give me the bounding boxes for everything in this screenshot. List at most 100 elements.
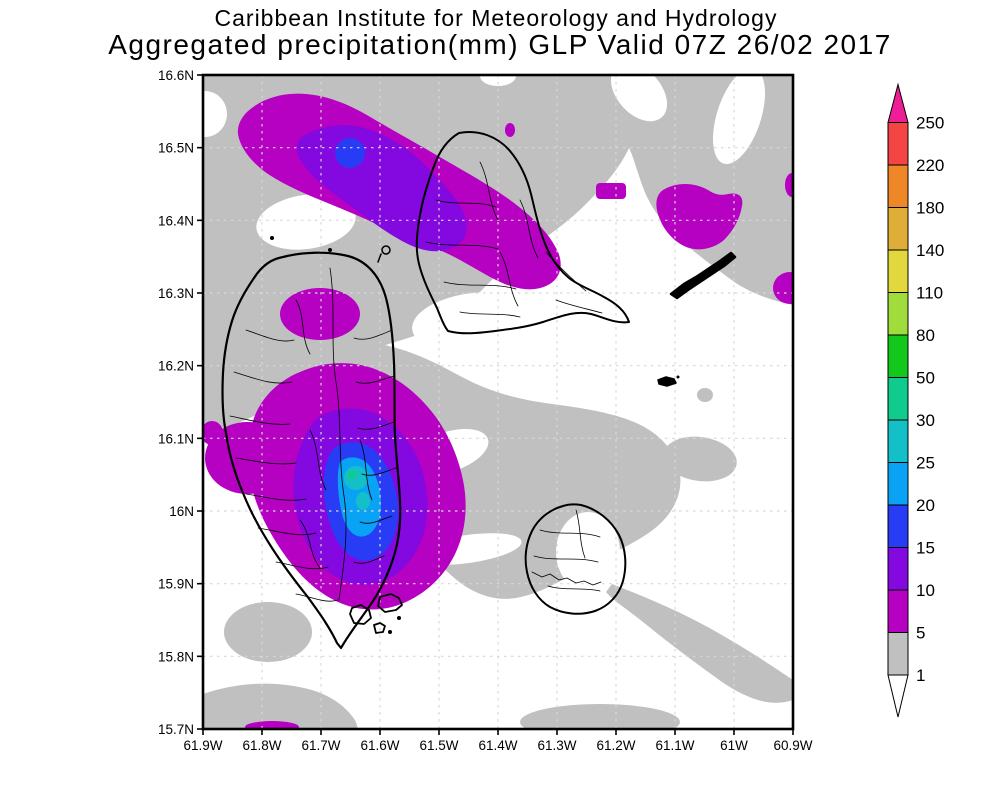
colorbar-legend: 250 220 180 140 110 80 50 30 25 20 15 10 5 1 [887, 82, 944, 718]
gray-field-region [697, 388, 713, 402]
south-cell-25mm-b [356, 492, 370, 510]
colorbar-boundary-label: 180 [916, 199, 944, 218]
grande-terre-watershed-line [545, 251, 587, 292]
les-saintes-islet-dot [397, 616, 401, 620]
lat-tick-label: 16N [169, 504, 194, 519]
east-cell-5mm [656, 184, 743, 250]
basse-terre-watershed-line [359, 515, 393, 524]
lat-tick-label: 16.3N [158, 286, 194, 301]
colorbar-boundary-label: 110 [916, 284, 943, 303]
petite-terre-islet-dot [676, 375, 680, 379]
lon-tick-label: 61.8W [242, 738, 281, 753]
colorbar-boundary-label: 50 [916, 369, 935, 388]
white-below-1mm-region [412, 291, 554, 357]
figure-title: Caribbean Institute for Meteorology and … [215, 5, 778, 31]
basse-terre-watershed-line [355, 375, 395, 384]
white-below-1mm-region [556, 512, 620, 592]
colorbar-under-arrow [887, 674, 909, 718]
gray-field-region [224, 602, 312, 662]
lat-tick-label: 16.1N [158, 431, 194, 446]
basse-terre-watershed-line [233, 371, 293, 384]
east-edge-sliver-5mm [785, 173, 793, 197]
basse-terre-watershed-line [295, 299, 311, 355]
south-cell-25mm [344, 466, 368, 490]
basse-terre-watershed-line [299, 519, 321, 569]
lon-tick-label: 61.2W [596, 738, 635, 753]
west-edge-5mm-patch [203, 421, 223, 445]
basse-terre-watershed-line [329, 267, 347, 601]
basse-terre-watershed-line [245, 329, 295, 342]
basse-terre-watershed-line [357, 421, 395, 430]
colorbar-boundary-label: 25 [916, 454, 935, 473]
lon-tick-label: 61.3W [537, 738, 576, 753]
marie-galante-island-outline [524, 503, 627, 615]
marie-galante-watershed-line [575, 509, 586, 559]
basse-terre-watershed-line [235, 457, 297, 465]
lat-tick-label: 16.4N [158, 213, 194, 228]
gray-field-region [606, 584, 793, 703]
white-below-1mm-region [712, 75, 766, 165]
kahouanne-islet-outline [381, 245, 391, 255]
map-frame-and-axes: 16.6N 16.5N 16.4N 16.3N 16.2N 16.1N 16N 15.9N 15… [158, 68, 813, 753]
colorbar-boundary-label: 20 [916, 496, 935, 515]
south-cell-30mm-max [347, 471, 357, 479]
grande-terre-watershed-line [435, 199, 497, 208]
colorbar-boundary-label: 10 [916, 581, 935, 600]
lat-tick-label: 15.8N [158, 649, 194, 664]
basse-terre-watershed-line [359, 439, 373, 501]
colorbar-segment [887, 504, 909, 548]
petite-terre-islet-outline [657, 376, 677, 387]
la-desirade-island-outline [669, 251, 737, 300]
colorbar-segment [887, 122, 909, 166]
lon-tick-label: 60.9W [773, 738, 812, 753]
colorbar-boundary-label: 140 [916, 241, 944, 260]
les-saintes-islet-outline [349, 604, 372, 625]
lon-tick-label: 61.7W [301, 738, 340, 753]
basse-terre-watershed-line [275, 561, 329, 570]
basse-terre-watershed-line [295, 593, 339, 602]
grande-terre-island-outline [415, 131, 630, 335]
gray-field-region [520, 704, 680, 729]
les-saintes-islet-outline [377, 593, 403, 613]
south-edge-sliver-5mm [245, 721, 299, 729]
precipitation-contour-fills [203, 93, 793, 729]
colorbar-boundary-label: 15 [916, 539, 935, 558]
marie-galante-watershed-line [547, 585, 601, 592]
white-below-1mm-region [256, 194, 356, 250]
grande-terre-watershed-line [499, 251, 519, 307]
small-patch-5mm [596, 183, 626, 199]
white-below-1mm-region [203, 91, 227, 137]
colorbar-segment [887, 419, 909, 463]
colorbar-segment [887, 589, 909, 633]
grande-terre-watershed-line [555, 299, 603, 314]
grande-terre-watershed-line [425, 241, 499, 250]
marie-galante-watershed-line [531, 571, 602, 586]
marie-galante-watershed-line [533, 555, 599, 563]
colorbar-segment [887, 377, 909, 421]
lat-tick-label: 15.9N [158, 577, 194, 592]
lat-tick-label: 16.6N [158, 68, 194, 83]
offshore-islet-dot [270, 236, 274, 240]
white-below-1mm-region [621, 256, 671, 340]
lon-tick-label: 61.5W [419, 738, 458, 753]
lon-tick-label: 61W [720, 738, 748, 753]
lon-tick-label: 61.6W [360, 738, 399, 753]
white-below-1mm-region [751, 306, 793, 354]
les-saintes-islet-dot [388, 630, 392, 634]
colorbar-segment [887, 632, 909, 676]
grande-terre-watershed-line [479, 161, 499, 221]
colorbar-segment [887, 462, 909, 506]
colorbar-boundary-label: 1 [916, 666, 925, 685]
grande-terre-watershed-line [459, 311, 521, 318]
basse-terre-watershed-line [245, 493, 307, 501]
colorbar-boundary-label: 220 [916, 156, 944, 175]
colorbar-over-arrow [887, 82, 909, 123]
figure-subtitle: Aggregated precipitation(mm) GLP Valid 0… [108, 29, 892, 60]
colorbar-boundary-label: 5 [916, 624, 925, 643]
basse-terre-watershed-line [309, 429, 327, 491]
grande-terre-watershed-line [443, 281, 517, 290]
colorbar-segment [887, 207, 909, 251]
basse-terre-watershed-line [257, 527, 317, 536]
east-edge-blob-5mm [773, 272, 793, 304]
